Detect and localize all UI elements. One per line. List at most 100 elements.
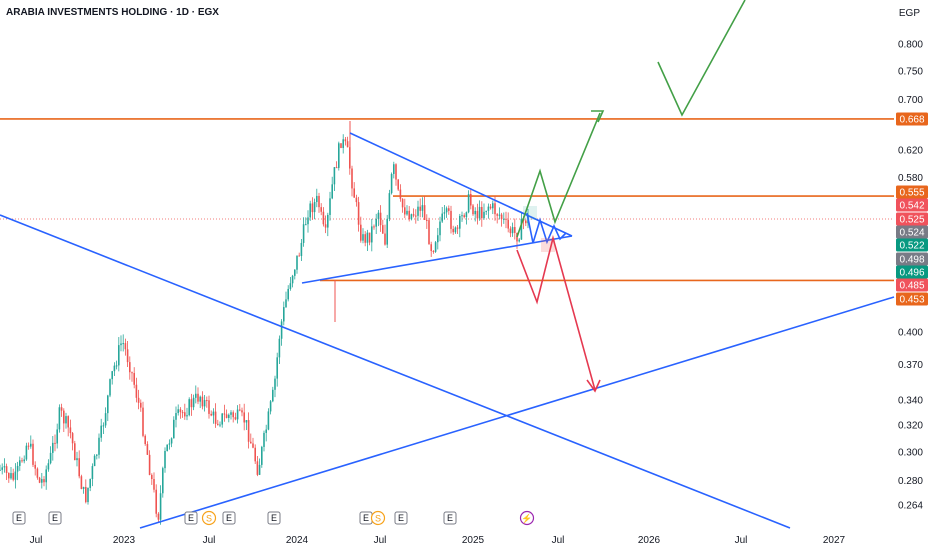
candle-body — [476, 210, 479, 219]
candle — [412, 208, 415, 218]
candle-body — [135, 384, 138, 398]
candle-body — [421, 205, 424, 211]
candle — [41, 472, 43, 489]
candle — [274, 375, 276, 398]
candle — [371, 218, 373, 252]
candle-body — [377, 212, 380, 219]
candle-body — [294, 269, 296, 276]
candle — [232, 410, 234, 423]
candle — [454, 226, 457, 234]
candle-body — [474, 210, 476, 215]
candle — [212, 408, 215, 424]
candle-body — [16, 465, 19, 472]
candle-body — [258, 464, 261, 475]
split-icon-label: ⚡ — [521, 513, 532, 525]
candle — [276, 352, 278, 387]
candle-body — [210, 413, 212, 416]
candle-body — [245, 420, 248, 423]
candle — [162, 466, 164, 498]
candle — [399, 184, 402, 202]
candle — [384, 224, 386, 246]
candle — [375, 213, 377, 234]
candle-body — [388, 193, 391, 219]
candle — [322, 207, 325, 227]
candle — [19, 456, 21, 471]
candle-body — [100, 425, 102, 438]
price-badge-label: 0.453 — [899, 295, 924, 306]
candle-body — [434, 242, 437, 252]
candle-body — [375, 218, 377, 227]
candle — [373, 224, 375, 230]
candle-body — [430, 244, 432, 251]
candle — [34, 461, 36, 476]
y-tick-label: 0.400 — [898, 328, 923, 339]
candle-body — [492, 203, 494, 209]
candle — [36, 467, 39, 480]
candle-body — [318, 195, 320, 208]
candle-body — [166, 444, 168, 452]
candle — [122, 334, 124, 352]
candle-body — [489, 206, 492, 209]
candle — [362, 228, 364, 244]
dividend-icon — [201, 510, 217, 526]
candle — [346, 136, 349, 148]
price-badge: 0.498 — [896, 252, 928, 266]
price-badge: 0.668 — [896, 112, 928, 126]
candle — [406, 205, 408, 216]
price-badges: 0.668 0.555 0.542 0.525 0.524 0.522 0.498 0.496… — [896, 112, 928, 306]
candle-body — [82, 486, 85, 489]
candle — [236, 405, 239, 424]
candle — [298, 252, 300, 257]
candle-body — [278, 338, 281, 358]
candle-body — [276, 357, 278, 379]
candle — [60, 403, 63, 417]
candle — [269, 399, 272, 415]
candle — [456, 225, 459, 235]
y-tick-label: 0.750 — [898, 66, 923, 77]
candle — [256, 455, 259, 477]
x-tick-label: 2023 — [113, 535, 136, 546]
y-tick-label: 0.280 — [898, 476, 923, 487]
candle-body — [412, 214, 415, 216]
candle — [118, 337, 120, 372]
candle — [142, 401, 144, 438]
candle-body — [203, 400, 206, 407]
candle-body — [360, 224, 362, 241]
candle — [87, 487, 89, 505]
candle — [467, 190, 470, 214]
candle — [461, 211, 463, 222]
candle — [465, 211, 468, 225]
price-badge: 0.542 — [896, 198, 928, 212]
candle — [208, 395, 210, 419]
earnings-icon-label: E — [226, 513, 232, 523]
candle-body — [465, 212, 468, 218]
candle-body — [520, 218, 523, 240]
earnings-icon — [48, 511, 62, 525]
candle-body — [316, 195, 318, 203]
candle-body — [89, 479, 91, 488]
candle-body — [104, 413, 107, 426]
candle-body — [47, 463, 50, 470]
candle — [190, 393, 193, 416]
candle — [305, 217, 307, 226]
candle — [496, 212, 498, 224]
candle-body — [426, 219, 428, 221]
candle — [265, 424, 267, 442]
candle-body — [126, 349, 129, 363]
candle — [463, 213, 465, 219]
candle — [159, 485, 162, 525]
bearish-projection-path — [516, 234, 596, 391]
candle-body — [221, 413, 223, 425]
y-axis: 0.800 0.750 0.700 0.620 0.580 0.400 0.370 0.340… — [898, 40, 923, 512]
candle — [137, 389, 140, 410]
candle-body — [243, 412, 245, 423]
candle-body — [368, 232, 371, 243]
event-marker: E — [48, 511, 62, 525]
candle-body — [393, 164, 395, 175]
candle-body — [445, 208, 448, 213]
candle-body — [188, 399, 190, 416]
candle — [296, 255, 298, 274]
